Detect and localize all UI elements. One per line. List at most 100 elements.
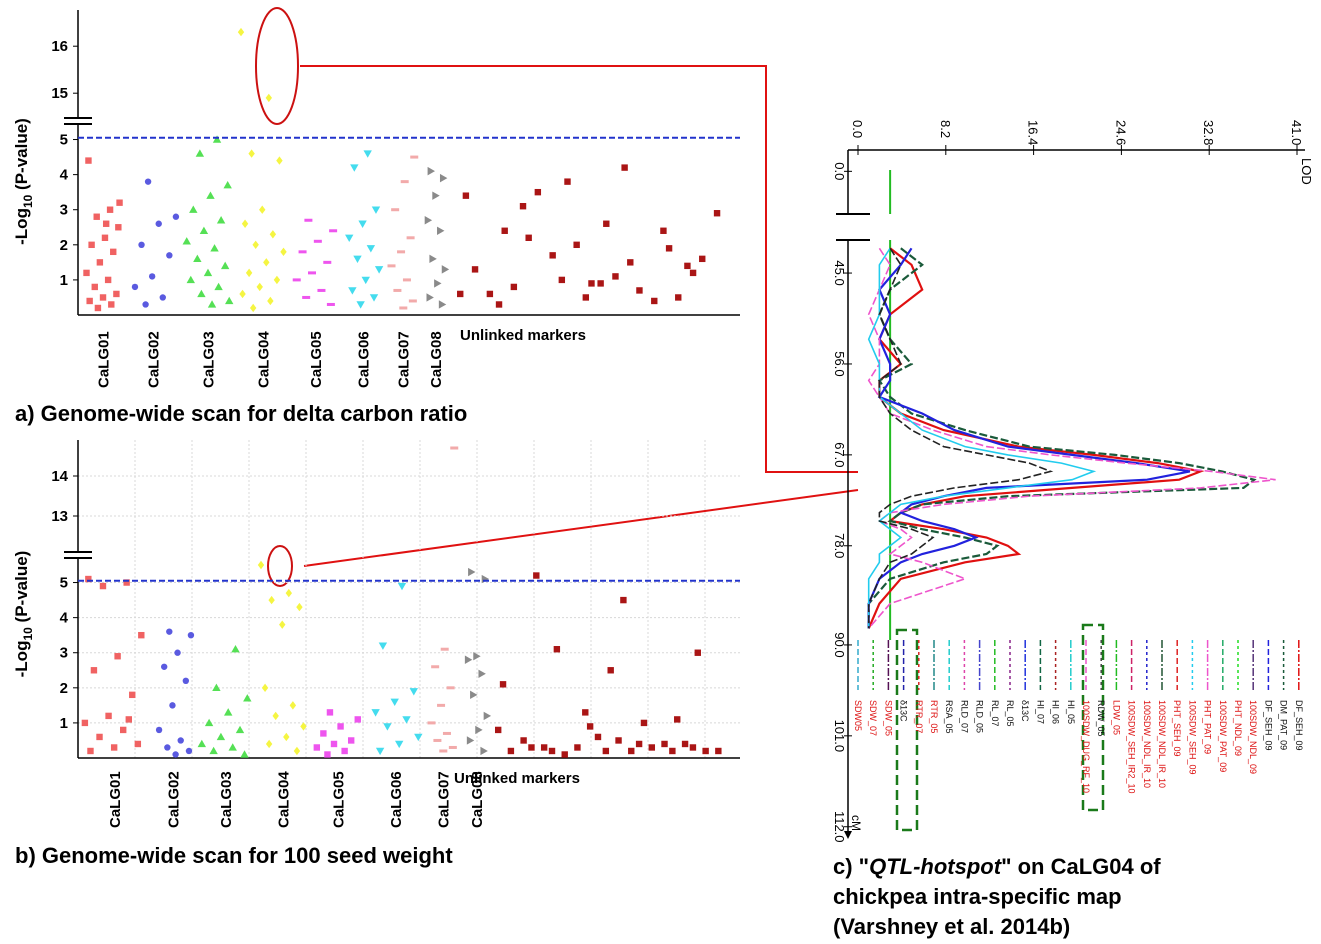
point: [363, 150, 372, 158]
point: [313, 744, 321, 751]
point: [582, 294, 590, 301]
legend-label: RLD_05: [975, 700, 985, 733]
point: [110, 248, 117, 256]
point: [85, 157, 92, 164]
point: [378, 642, 388, 650]
point: [123, 579, 130, 586]
x-tick-label: CaLG07: [396, 331, 413, 388]
point: [155, 726, 163, 734]
point: [431, 665, 440, 669]
point: [110, 744, 118, 751]
y-axis-label-part: 10: [21, 627, 35, 641]
point: [588, 280, 595, 287]
y-axis-label: -Log10 (P-value): [12, 118, 35, 245]
point: [116, 199, 123, 206]
y-axis-label-part: (P-value): [12, 551, 31, 628]
legend-label: RL_07: [990, 700, 1000, 727]
point: [87, 747, 94, 755]
point: [715, 747, 722, 755]
point: [259, 205, 266, 214]
x-tick-label: CaLG05: [308, 331, 325, 388]
point: [406, 236, 415, 240]
point: [317, 288, 326, 292]
legend-label: LDW_05: [1111, 700, 1121, 735]
legend-label: HI_05: [1066, 700, 1076, 724]
point: [635, 740, 643, 748]
y-axis-arrow: [844, 831, 852, 839]
legend-label: HI_06: [1051, 700, 1061, 724]
point: [353, 255, 362, 264]
x-tick-label: CaLG03: [218, 771, 235, 828]
point: [661, 740, 668, 748]
point: [374, 266, 384, 274]
point: [448, 745, 457, 749]
legend-label: DM_PAT_09: [1279, 700, 1289, 750]
chart-title: a) Genome-wide scan for delta carbon rat…: [15, 401, 467, 426]
chart-title: b) Genome-wide scan for 100 seed weight: [15, 843, 453, 868]
point: [207, 300, 217, 308]
point: [528, 744, 535, 751]
point: [366, 245, 376, 253]
point: [214, 282, 223, 291]
legend-label: HI_07: [1035, 700, 1045, 724]
point: [224, 708, 233, 716]
point: [81, 719, 89, 727]
x-tick-label: CaLG08: [469, 771, 486, 828]
point: [480, 746, 488, 756]
point: [414, 733, 423, 742]
y-tick-label: 13: [51, 508, 68, 525]
point: [348, 287, 357, 295]
y-axis-label-part: (P-value): [12, 118, 31, 195]
point: [296, 602, 303, 612]
point: [439, 749, 448, 753]
point: [323, 260, 332, 264]
point: [96, 733, 103, 741]
lod-profile: [867, 247, 1097, 629]
point: [426, 293, 434, 302]
point: [225, 296, 234, 305]
point: [272, 711, 279, 721]
point: [462, 192, 470, 199]
legend-label: 100SDW_NDL_IR_10: [1142, 700, 1152, 788]
y-tick-label: 2: [60, 237, 68, 254]
point: [674, 716, 681, 723]
point: [129, 691, 136, 699]
point: [252, 240, 259, 250]
y-tick-label: 56.0: [832, 351, 847, 376]
chart-title: (Varshney et al. 2014b): [833, 914, 1070, 939]
point: [144, 178, 152, 185]
point: [212, 683, 221, 692]
point: [197, 289, 206, 298]
x-tick-label: CaLG01: [96, 331, 113, 388]
x-tick-label: CaLG05: [331, 771, 348, 828]
point: [204, 718, 214, 727]
x-tick-label: CaLG02: [146, 331, 163, 388]
point: [324, 751, 331, 758]
lod-profile: [867, 247, 1205, 629]
point: [450, 446, 459, 450]
point: [350, 164, 359, 172]
chart-title-part: c) ": [833, 854, 869, 879]
point: [159, 294, 166, 301]
point: [371, 206, 381, 214]
y-tick-label: 2: [60, 680, 68, 697]
connector: [300, 65, 858, 473]
point: [185, 747, 193, 755]
point: [424, 216, 433, 225]
point: [356, 301, 365, 309]
point: [397, 582, 407, 591]
point: [197, 739, 207, 748]
y-tick-label: 5: [60, 132, 68, 149]
point: [501, 227, 508, 234]
point: [148, 273, 156, 280]
point: [96, 259, 104, 266]
point: [113, 290, 120, 298]
point: [558, 276, 566, 284]
point: [90, 667, 98, 674]
point: [473, 652, 481, 661]
x-tick-label: CaLG01: [107, 771, 124, 828]
legend-label: PHT_NDL_09: [1233, 700, 1243, 756]
point: [383, 723, 392, 731]
legend-label: DF_SEH_09: [1294, 700, 1304, 751]
